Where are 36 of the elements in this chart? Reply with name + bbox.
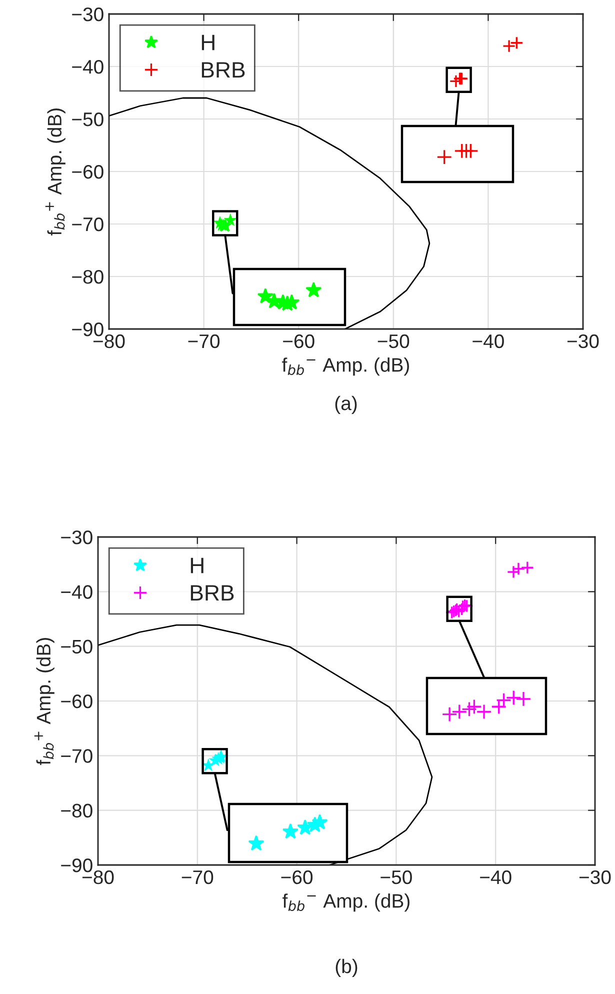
y-tick-label: −70 bbox=[61, 749, 92, 763]
y-tick-label: −80 bbox=[61, 804, 92, 818]
y-tick-label: −90 bbox=[61, 858, 92, 872]
y-axis-title: f$_{bb}$$^{+}$ Amp. (dB) bbox=[45, 108, 66, 236]
x-tick-label: −40 bbox=[480, 870, 512, 884]
y-tick-label: −80 bbox=[72, 270, 104, 284]
y-tick-label: −70 bbox=[72, 217, 104, 232]
legend-label: BRB bbox=[202, 62, 245, 78]
x-tick-label: −60 bbox=[283, 334, 314, 348]
y-axis-title: f$_{bb}$$^{+}$ Amp. (dB) bbox=[34, 638, 54, 765]
x-tick-label: −50 bbox=[378, 334, 410, 348]
y-tick-label: −50 bbox=[72, 112, 104, 126]
text: (b) bbox=[336, 958, 358, 978]
y-tick-label: −50 bbox=[61, 640, 92, 654]
y-tick-label: −60 bbox=[72, 164, 104, 179]
text: (a) bbox=[335, 396, 357, 414]
x-tick-label: −60 bbox=[281, 870, 313, 884]
y-tick-label: −90 bbox=[72, 322, 104, 336]
x-tick-label: −30 bbox=[579, 870, 611, 884]
y-tick-label: −60 bbox=[61, 694, 92, 708]
x-tick-label: −30 bbox=[567, 334, 599, 348]
x-tick-label: −40 bbox=[472, 334, 504, 348]
y-tick-label: −30 bbox=[61, 530, 92, 544]
legend-label: H bbox=[190, 558, 204, 574]
y-tick-label: −30 bbox=[72, 7, 104, 22]
legend-label: BRB bbox=[190, 585, 234, 600]
x-tick-label: −70 bbox=[188, 334, 220, 348]
x-tick-label: −70 bbox=[182, 870, 214, 884]
legend-label: H bbox=[202, 34, 214, 50]
x-axis-title: f$_{bb}$$^{−}$ Amp. (dB) bbox=[282, 894, 410, 912]
y-tick-label: −40 bbox=[72, 60, 104, 74]
x-tick-label: −50 bbox=[380, 870, 412, 884]
x-tick-label: −80 bbox=[93, 334, 125, 348]
x-tick-label: −80 bbox=[82, 870, 114, 884]
x-axis-title: f$_{bb}$$^{−}$ Amp. (dB) bbox=[282, 358, 409, 376]
y-tick-label: −40 bbox=[61, 585, 92, 599]
